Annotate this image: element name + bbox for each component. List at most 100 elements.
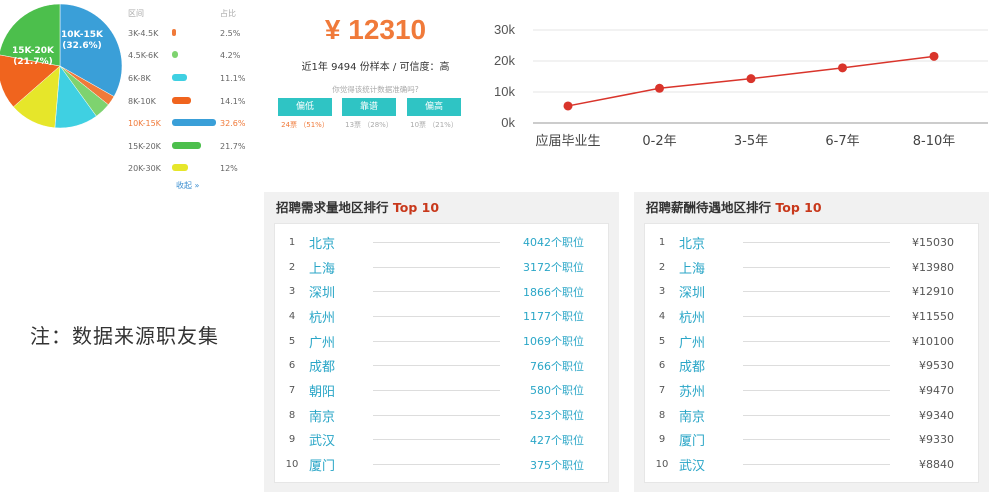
rank-number: 1 xyxy=(288,236,296,248)
rank-value: 3172个职位 xyxy=(523,261,584,275)
rank-number: 7 xyxy=(658,384,666,396)
rank-value: 375个职位 xyxy=(530,458,584,472)
dotted-leader xyxy=(373,291,500,293)
salary-range-label: 3K-4.5K xyxy=(128,28,159,38)
city-link[interactable]: 朝阳 xyxy=(309,384,336,400)
salary-range-pct: 2.5% xyxy=(220,28,241,38)
vote-low-count: 24票 （51%） xyxy=(281,121,329,129)
data-point[interactable] xyxy=(838,63,847,73)
salary-range-bar xyxy=(172,119,216,127)
pie-label-left: 15K-20K xyxy=(12,46,55,56)
city-link[interactable]: 深圳 xyxy=(309,286,336,302)
city-link[interactable]: 深圳 xyxy=(679,286,706,302)
rank-number: 4 xyxy=(658,310,666,322)
city-link[interactable]: 上海 xyxy=(679,261,706,277)
dotted-leader xyxy=(373,365,500,367)
demand-ranking-panel: 招聘需求量地区排行 Top 10 1 北京 4042个职位 2 上海 3172个职位 3 深圳… xyxy=(264,192,619,492)
salary-title-top10: Top 10 xyxy=(775,200,822,215)
city-link[interactable]: 杭州 xyxy=(309,310,336,326)
salary-range-bar xyxy=(172,51,178,59)
city-link[interactable]: 成都 xyxy=(309,360,336,376)
vote-accurate-button[interactable]: 靠谱 xyxy=(342,98,396,116)
y-tick-label: 20k xyxy=(494,53,515,68)
city-link[interactable]: 杭州 xyxy=(679,310,706,326)
rank-value: 4042个职位 xyxy=(523,236,584,250)
x-tick-label: 8-10年 xyxy=(913,134,956,149)
pie-label-top: 10K-15K xyxy=(61,30,104,40)
rank-value: ¥13980 xyxy=(912,260,954,274)
salary-range-label: 4.5K-6K xyxy=(128,51,159,61)
salary-range-row: 15K-20K 21.7% xyxy=(128,135,268,158)
ranking-row: 1 北京 4042个职位 xyxy=(275,230,608,255)
salary-range-bar xyxy=(172,164,189,172)
rank-number: 4 xyxy=(288,310,296,322)
city-link[interactable]: 上海 xyxy=(309,261,336,277)
x-tick-label: 0-2年 xyxy=(642,134,676,149)
ranking-row: 6 成都 766个职位 xyxy=(275,353,608,378)
salary-range-pct: 12% xyxy=(220,164,238,174)
city-link[interactable]: 南京 xyxy=(679,409,706,425)
ranking-row: 2 上海 3172个职位 xyxy=(275,255,608,280)
dotted-leader xyxy=(743,315,890,317)
salary-range-row: 6K-8K 11.1% xyxy=(128,67,268,90)
city-link[interactable]: 成都 xyxy=(679,360,706,376)
vote-low-button[interactable]: 偏低 xyxy=(278,98,332,116)
ranking-row: 4 杭州 1177个职位 xyxy=(275,304,608,329)
city-link[interactable]: 北京 xyxy=(679,236,706,252)
ranking-row: 3 深圳 ¥12910 xyxy=(645,279,978,304)
rank-value: 1866个职位 xyxy=(523,285,584,299)
rank-number: 3 xyxy=(288,286,296,298)
dotted-leader xyxy=(373,266,500,268)
rank-number: 9 xyxy=(288,434,296,446)
rank-number: 10 xyxy=(285,459,299,471)
salary-range-pct: 14.1% xyxy=(220,96,246,106)
y-tick-label: 30k xyxy=(494,22,515,37)
rank-value: ¥11550 xyxy=(912,309,954,323)
data-point[interactable] xyxy=(746,74,756,84)
vote-high-button[interactable]: 偏高 xyxy=(407,98,461,116)
rank-value: 427个职位 xyxy=(530,433,584,447)
salary-range-label: 20K-30K xyxy=(128,164,161,174)
collapse-link[interactable]: 收起 » xyxy=(176,181,200,190)
dotted-leader xyxy=(743,464,890,466)
rank-number: 2 xyxy=(658,261,666,273)
city-link[interactable]: 南京 xyxy=(309,409,336,425)
demand-ranking-list: 1 北京 4042个职位 2 上海 3172个职位 3 深圳 1866个职位 4 杭州 1177个职位… xyxy=(274,223,609,483)
salary-range-row: 10K-15K 32.6% xyxy=(128,112,268,135)
city-link[interactable]: 广州 xyxy=(679,335,706,351)
rank-number: 8 xyxy=(288,409,296,421)
data-point[interactable] xyxy=(655,83,664,93)
city-link[interactable]: 苏州 xyxy=(679,384,706,400)
header-pct: 占比 xyxy=(220,9,236,18)
city-link[interactable]: 武汉 xyxy=(679,459,706,475)
rank-number: 6 xyxy=(288,360,296,372)
salary-ranking-list: 1 北京 ¥15030 2 上海 ¥13980 3 深圳 ¥12910 4 杭州 ¥11550 5 广州 ¥… xyxy=(644,223,979,483)
rank-number: 5 xyxy=(288,335,296,347)
city-link[interactable]: 厦门 xyxy=(679,434,706,450)
salary-range-bar xyxy=(172,73,187,81)
ranking-row: 5 广州 1069个职位 xyxy=(275,329,608,354)
ranking-row: 7 朝阳 580个职位 xyxy=(275,378,608,403)
dotted-leader xyxy=(743,389,890,391)
salary-range-table: 区间 占比 3K-4.5K 2.5% 4.5K-6K 4.2% 6K-8K 11.1% 8K… xyxy=(128,8,268,180)
ranking-row: 1 北京 ¥15030 xyxy=(645,230,978,255)
pie-slice xyxy=(0,54,61,108)
dotted-leader xyxy=(743,291,890,293)
rank-value: ¥9330 xyxy=(919,433,954,447)
dotted-leader xyxy=(373,439,500,441)
data-point[interactable] xyxy=(929,51,939,61)
vote-accurate-count: 13票 （28%） xyxy=(345,121,393,129)
rank-value: 1069个职位 xyxy=(523,335,584,349)
city-link[interactable]: 武汉 xyxy=(309,434,336,450)
salary-range-row: 3K-4.5K 2.5% xyxy=(128,22,268,45)
salary-table-header: 区间 占比 xyxy=(128,8,268,22)
city-link[interactable]: 厦门 xyxy=(309,459,336,475)
city-link[interactable]: 北京 xyxy=(309,236,336,252)
salary-range-bar xyxy=(172,28,176,36)
salary-distribution-panel: 10K-15K (32.6%) 15K-20K (21.7%) 区间 占比 3K… xyxy=(0,0,268,195)
rank-value: ¥9340 xyxy=(919,408,954,422)
ranking-row: 9 厦门 ¥9330 xyxy=(645,428,978,453)
dotted-leader xyxy=(373,241,500,243)
data-point[interactable] xyxy=(563,101,573,111)
city-link[interactable]: 广州 xyxy=(309,335,336,351)
